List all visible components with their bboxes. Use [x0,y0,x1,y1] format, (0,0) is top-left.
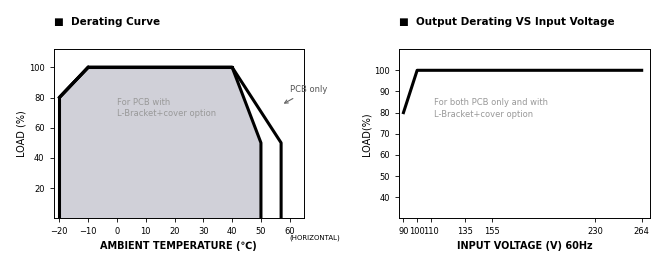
Text: PCB only: PCB only [285,85,327,103]
Text: For PCB with
L-Bracket+cover option: For PCB with L-Bracket+cover option [117,97,216,118]
Text: ■  Output Derating VS Input Voltage: ■ Output Derating VS Input Voltage [399,17,615,27]
Y-axis label: LOAD(%): LOAD(%) [362,112,372,156]
X-axis label: AMBIENT TEMPERATURE (℃): AMBIENT TEMPERATURE (℃) [100,241,257,251]
X-axis label: INPUT VOLTAGE (V) 60Hz: INPUT VOLTAGE (V) 60Hz [457,241,592,251]
Y-axis label: LOAD (%): LOAD (%) [16,110,26,157]
Text: For both PCB only and with
L-Bracket+cover option: For both PCB only and with L-Bracket+cov… [433,98,547,118]
Text: ■  Derating Curve: ■ Derating Curve [54,17,159,27]
Text: (HORIZONTAL): (HORIZONTAL) [289,235,340,241]
Polygon shape [60,67,261,218]
Polygon shape [232,67,281,218]
